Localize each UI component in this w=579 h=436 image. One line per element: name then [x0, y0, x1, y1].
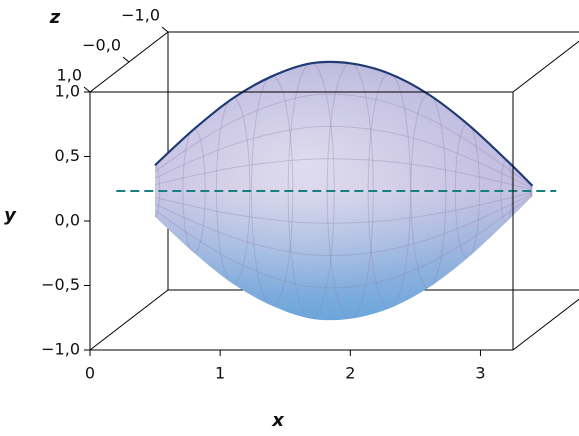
x-tick-label: 3: [475, 364, 485, 383]
box-edge: [89, 289, 169, 351]
mesh-line: [155, 193, 533, 257]
y-tick-label: −1,0: [41, 340, 80, 359]
z-tick: [122, 56, 130, 63]
z-tick-label: −0,0: [82, 36, 121, 55]
curve: [154, 60, 534, 187]
box-edge: [512, 40, 579, 93]
mesh-line: [155, 93, 533, 188]
y-tick-label: −0,5: [41, 275, 80, 294]
z-tick-label: 1,0: [57, 66, 82, 85]
mesh-line: [155, 158, 533, 191]
x-tick-label: 2: [345, 364, 355, 383]
z-tick-label: −1,0: [121, 6, 160, 25]
z-axis-title: z: [49, 7, 61, 28]
box-edge: [512, 298, 579, 351]
y-tick-label: 0,0: [55, 211, 80, 230]
y-tick-label: 1,0: [55, 82, 80, 101]
y-axis-title: y: [4, 205, 17, 226]
z-tick: [161, 26, 169, 33]
x-tick-label: 0: [85, 364, 95, 383]
y-tick-label: 0,5: [55, 146, 80, 165]
z-tick: [83, 86, 91, 93]
x-tick-label: 1: [215, 364, 225, 383]
mesh-line: [155, 125, 533, 189]
x-axis-title: x: [271, 410, 285, 431]
mesh-line: [155, 191, 533, 224]
mesh-line: [155, 194, 533, 289]
